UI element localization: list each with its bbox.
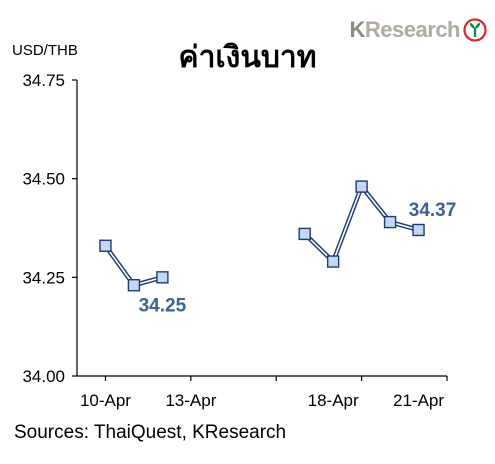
data-point-marker: [298, 227, 311, 241]
kresearch-logo: KResearch: [350, 16, 487, 44]
source-note: Sources: ThaiQuest, KResearch: [14, 422, 287, 443]
logo-text: KResearch: [349, 17, 461, 42]
x-tick-label: 13-Apr: [165, 391, 216, 410]
x-tick-label: 10-Apr: [80, 391, 131, 410]
y-tick-label: 34.75: [22, 71, 65, 90]
data-label: 34.37: [409, 200, 457, 221]
y-tick-label: 34.25: [22, 268, 65, 287]
data-point-marker: [412, 223, 425, 237]
data-point-marker: [127, 279, 141, 292]
data-point-marker: [326, 255, 340, 268]
x-tick-label: 18-Apr: [308, 391, 359, 410]
data-label: 34.25: [139, 295, 187, 316]
chart-title: ค่าเงินบาท: [178, 40, 317, 75]
kasikorn-leaf-logo-icon: [463, 18, 487, 42]
axes: 34.00 34.25 34.50 34.75 10-Apr 13-Apr 18-Apr 21…: [22, 71, 448, 410]
y-tick-label: 34.50: [22, 170, 65, 189]
y-tick-label: 34.00: [22, 367, 65, 386]
data-point-marker: [355, 180, 368, 193]
data-labels: 34.25 34.37: [139, 200, 457, 316]
data-point-marker: [156, 271, 169, 284]
data-point-marker: [99, 239, 112, 252]
data-point-marker: [383, 215, 397, 229]
unit-label: USD/THB: [12, 42, 78, 59]
x-tick-label: 21-Apr: [393, 391, 444, 410]
series-usd-thb: [99, 180, 425, 292]
